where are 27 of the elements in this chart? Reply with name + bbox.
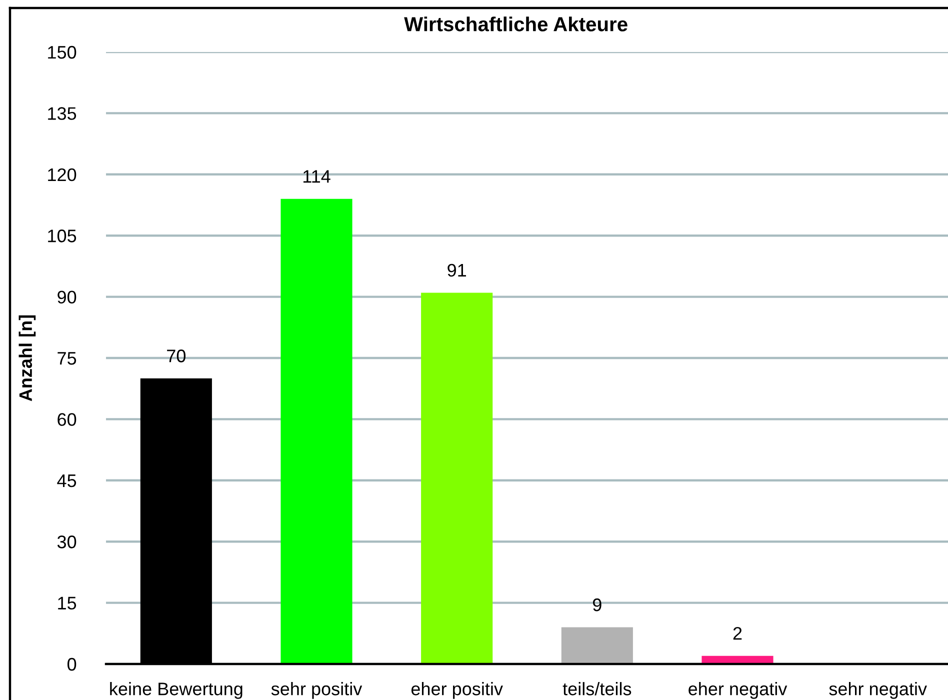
data-label: 114 <box>303 170 330 183</box>
y-tick-label: 45 <box>57 474 76 488</box>
x-tick-label: sehr negativ <box>829 682 927 699</box>
bar <box>561 627 633 664</box>
bar <box>280 198 352 664</box>
x-tick-label: eher negativ <box>688 682 788 699</box>
y-tick-label: 0 <box>68 658 76 671</box>
data-label: 9 <box>592 598 602 612</box>
data-label: 91 <box>448 264 466 277</box>
x-tick-label: eher positiv <box>411 682 503 699</box>
data-label: 2 <box>733 626 742 640</box>
y-tick-label: 150 <box>48 46 76 59</box>
y-tick-label: 90 <box>58 290 76 304</box>
y-tick-label: 105 <box>48 230 76 242</box>
y-tick-label: 60 <box>58 413 76 426</box>
x-tick-label: sehr positiv <box>271 682 362 699</box>
bar <box>421 292 493 664</box>
x-tick-label: keine Bewertung <box>110 682 242 699</box>
y-tick-label: 15 <box>58 596 76 610</box>
y-axis-title: Anzahl [n] <box>18 315 36 402</box>
x-tick-label: teils/teils <box>562 682 632 696</box>
y-tick-label: 30 <box>57 536 76 548</box>
y-tick-label: 135 <box>48 107 76 120</box>
y-tick-label: 120 <box>48 168 76 182</box>
data-label: 70 <box>167 350 186 362</box>
y-tick-label: 75 <box>58 352 76 365</box>
chart-title: Wirtschaftliche Akteure <box>404 16 628 32</box>
